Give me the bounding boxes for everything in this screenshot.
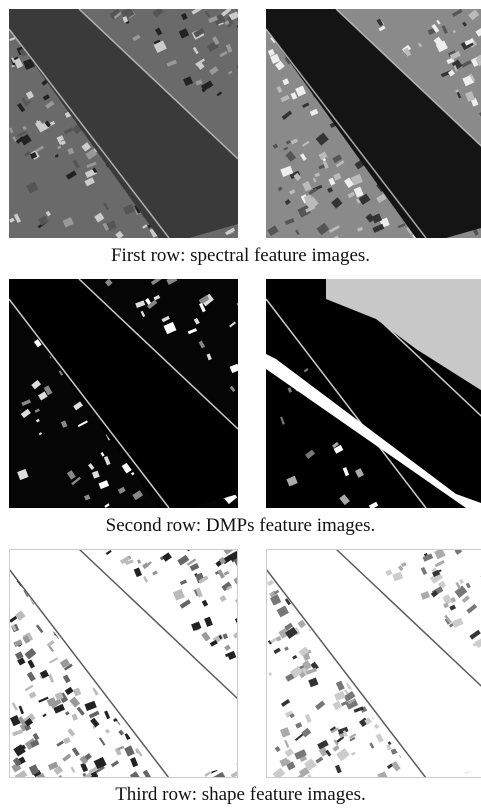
dmp-image-2 [266, 279, 481, 508]
figure-page: First row: spectral feature images. Seco… [0, 0, 481, 810]
spectral-image-1 [9, 9, 238, 238]
caption: First row: spectral feature images. [0, 245, 481, 267]
spectral-image-2 [266, 9, 481, 238]
caption: Third row: shape feature images. [0, 784, 481, 806]
dmp-image-1 [9, 279, 238, 508]
caption: Second row: DMPs feature images. [0, 515, 481, 537]
shape-image-1 [9, 549, 238, 778]
shape-image-2 [266, 549, 481, 778]
